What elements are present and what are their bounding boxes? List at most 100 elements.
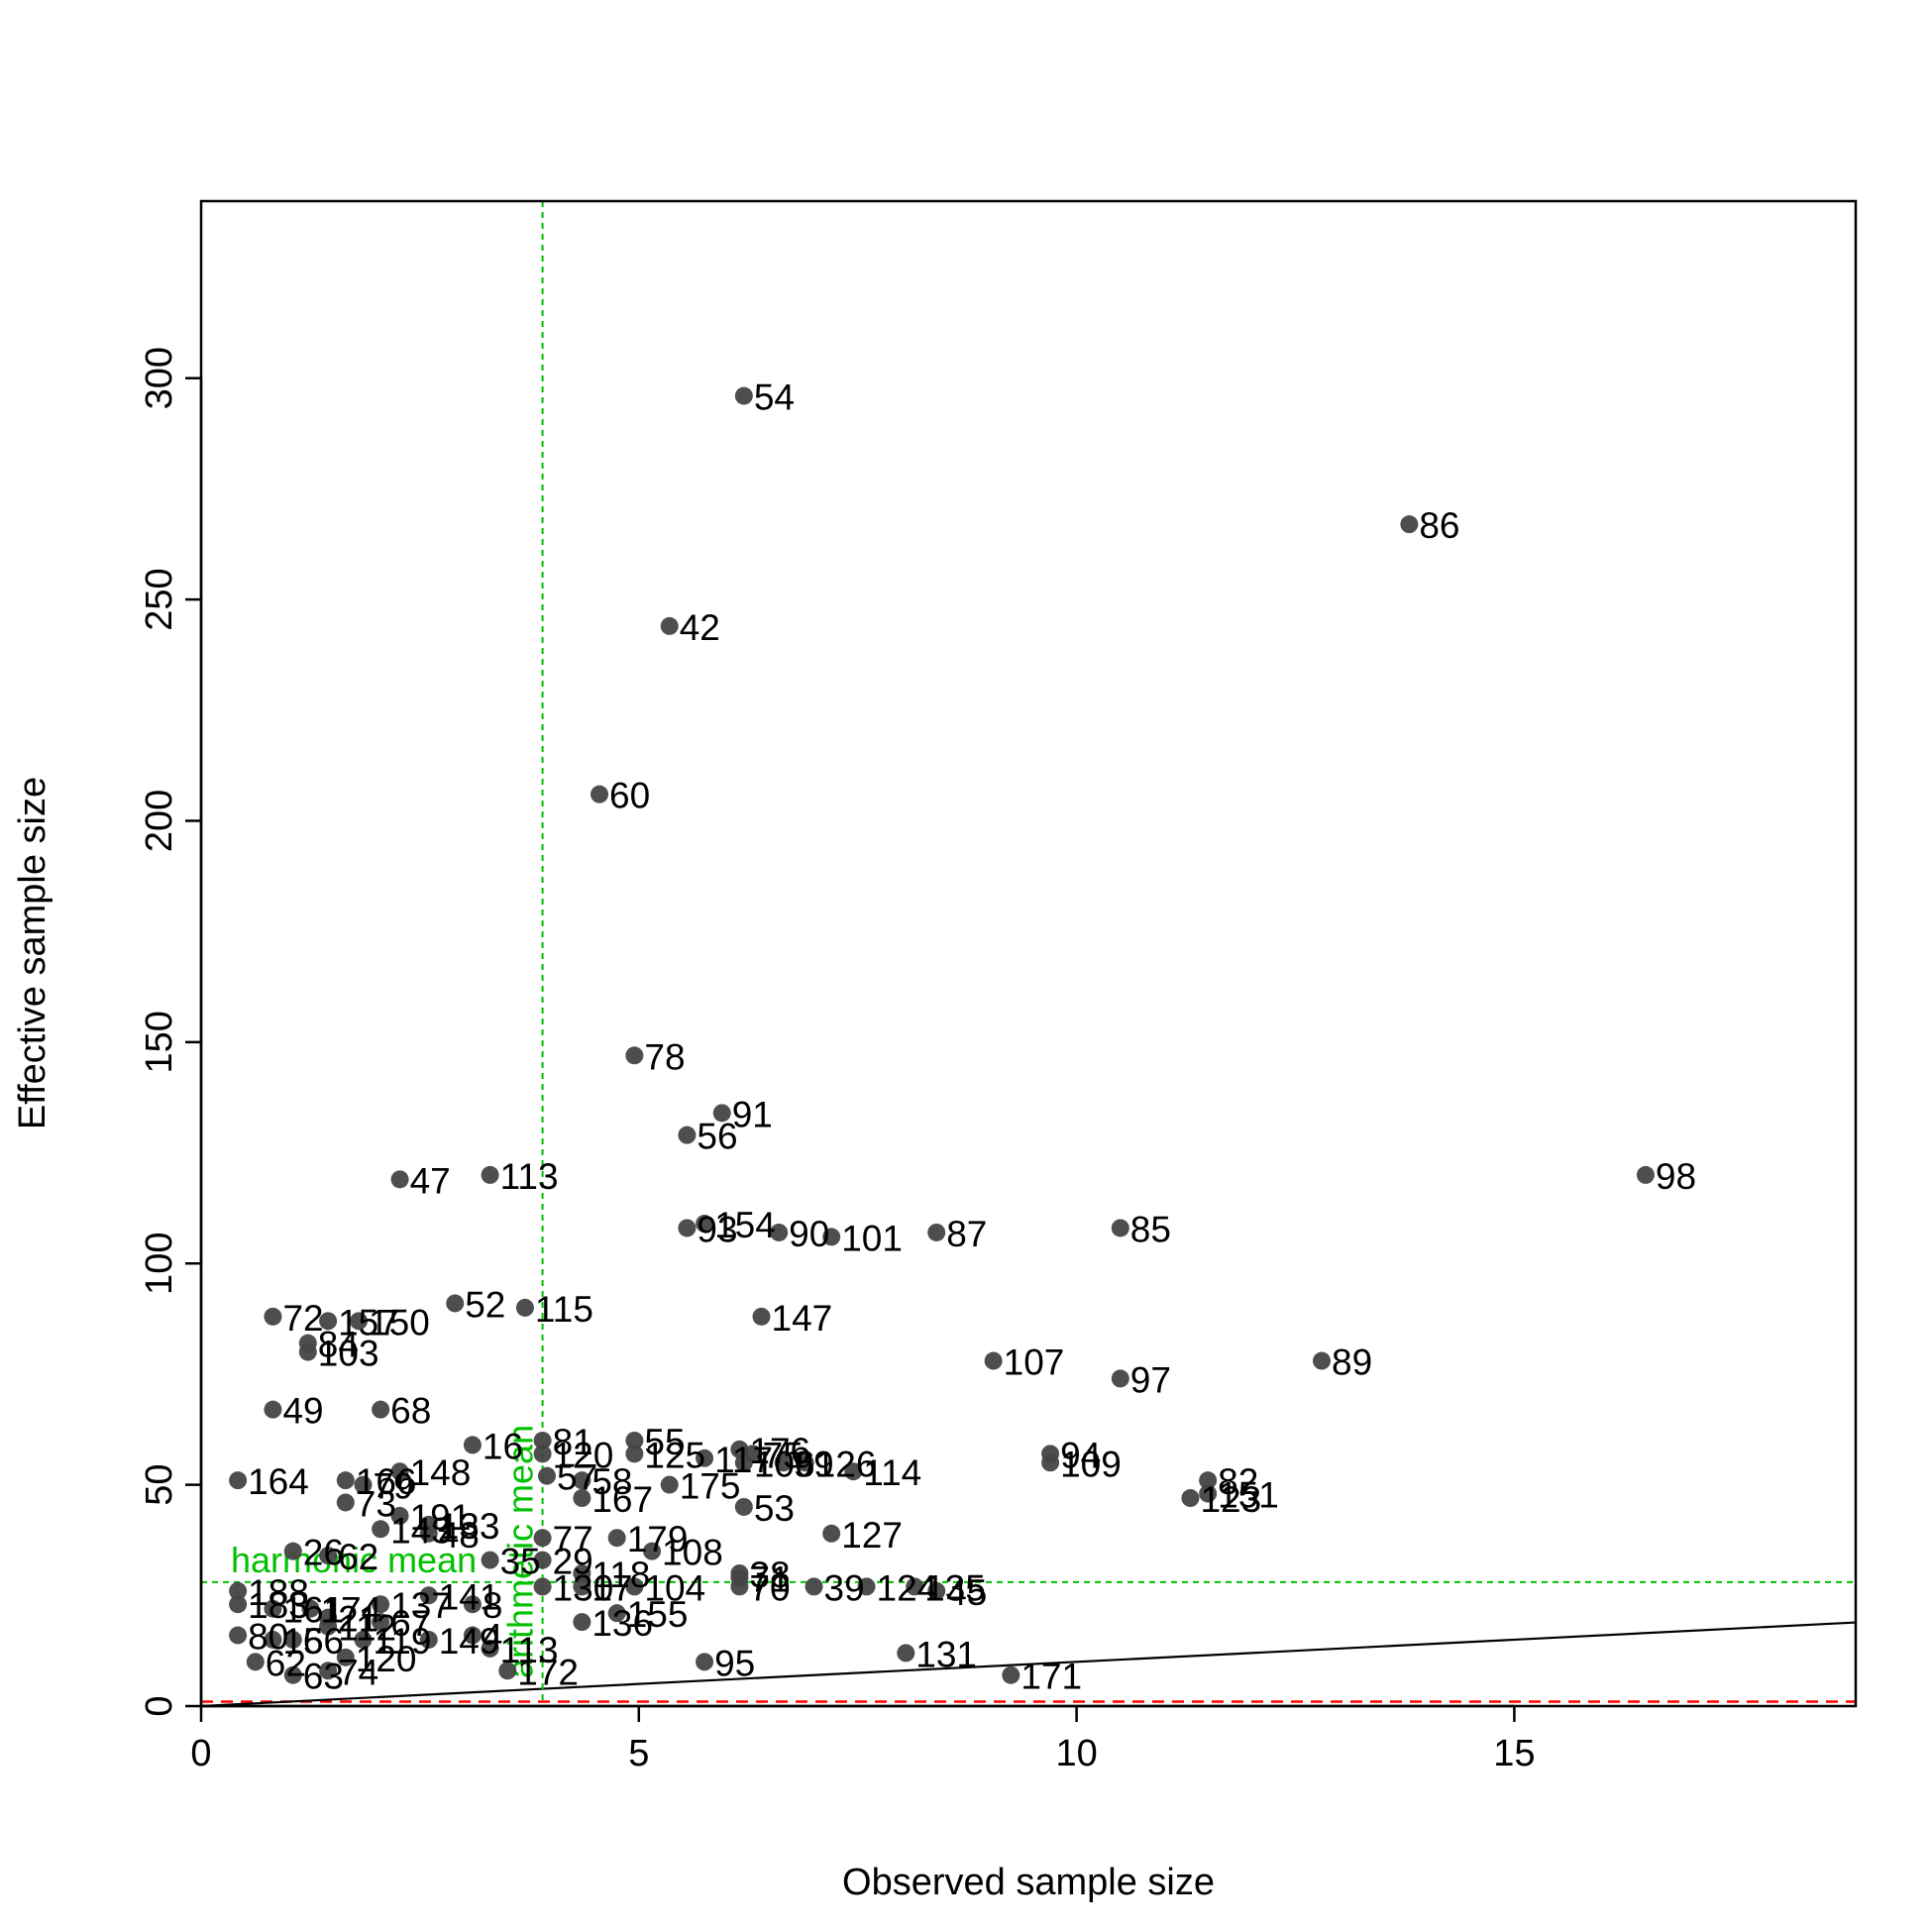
data-point bbox=[1636, 1165, 1655, 1184]
point-label: 98 bbox=[1656, 1156, 1696, 1197]
data-point bbox=[573, 1577, 591, 1596]
y-tick-label: 300 bbox=[139, 347, 180, 409]
x-axis-title: Observed sample size bbox=[842, 1862, 1215, 1903]
data-point bbox=[301, 1599, 320, 1618]
identity-line-layer bbox=[201, 1621, 1856, 1706]
point-label: 15 bbox=[282, 1621, 323, 1662]
point-label: 91 bbox=[732, 1094, 773, 1134]
point-label: 35 bbox=[500, 1542, 541, 1582]
y-axis: 0 50 100 150 200 250 300 bbox=[139, 347, 203, 1717]
data-point bbox=[319, 1617, 338, 1636]
data-point bbox=[390, 1506, 409, 1525]
x-axis: 0 5 10 15 bbox=[190, 1704, 1536, 1774]
data-point bbox=[625, 1431, 644, 1449]
point-label: 73 bbox=[356, 1483, 396, 1524]
identity-line bbox=[201, 1621, 1856, 1706]
data-point bbox=[463, 1595, 482, 1614]
point-label: 70 bbox=[749, 1567, 790, 1608]
point-label: 38 bbox=[749, 1555, 790, 1595]
point-label: 45 bbox=[946, 1572, 987, 1613]
point-label: 108 bbox=[662, 1533, 723, 1573]
point-label: 66 bbox=[303, 1621, 344, 1662]
data-point bbox=[372, 1520, 390, 1539]
point-label: 72 bbox=[282, 1298, 323, 1339]
data-point bbox=[533, 1529, 552, 1548]
data-point bbox=[796, 1453, 814, 1472]
data-point bbox=[533, 1445, 552, 1463]
data-point bbox=[419, 1524, 438, 1543]
point-label: 57 bbox=[557, 1457, 597, 1498]
data-point bbox=[354, 1475, 373, 1494]
data-point bbox=[927, 1223, 946, 1241]
point-label: 143 bbox=[390, 1510, 452, 1551]
data-point bbox=[264, 1307, 282, 1326]
point-label: 29 bbox=[553, 1542, 593, 1582]
point-label: 171 bbox=[1020, 1657, 1082, 1697]
point-label: 84 bbox=[318, 1325, 359, 1365]
point-label: 82 bbox=[1218, 1461, 1258, 1502]
data-point bbox=[573, 1489, 591, 1508]
data-point bbox=[419, 1630, 438, 1649]
point-label: 167 bbox=[591, 1479, 653, 1520]
point-label: 124 bbox=[877, 1567, 938, 1608]
point-label: 147 bbox=[772, 1298, 833, 1339]
data-point bbox=[463, 1626, 482, 1645]
x-tick-label: 0 bbox=[190, 1733, 211, 1774]
point-label: 103 bbox=[318, 1334, 379, 1374]
data-point bbox=[730, 1577, 749, 1596]
x-tick-label: 15 bbox=[1493, 1733, 1535, 1774]
data-point bbox=[354, 1630, 373, 1649]
data-point bbox=[573, 1471, 591, 1490]
x-tick-label: 5 bbox=[628, 1733, 649, 1774]
reference-lines-layer: harmonic mean arithmetic mean bbox=[201, 201, 1856, 1706]
point-label: 188 bbox=[248, 1572, 309, 1613]
data-point bbox=[390, 1462, 409, 1481]
data-point bbox=[1111, 1219, 1129, 1237]
data-point bbox=[573, 1613, 591, 1632]
point-label: 114 bbox=[863, 1452, 921, 1493]
point-label: 149 bbox=[439, 1621, 500, 1662]
data-point bbox=[372, 1595, 390, 1614]
y-tick-label: 50 bbox=[139, 1463, 180, 1505]
data-point bbox=[607, 1604, 626, 1623]
data-point bbox=[906, 1577, 924, 1596]
data-point bbox=[264, 1630, 282, 1649]
point-label: 97 bbox=[1130, 1359, 1171, 1400]
data-point bbox=[1111, 1369, 1129, 1388]
point-label: 141 bbox=[439, 1576, 500, 1617]
point-label: 120 bbox=[553, 1435, 614, 1475]
point-label: 172 bbox=[517, 1652, 579, 1692]
data-point bbox=[770, 1223, 789, 1241]
point-label: 8 bbox=[483, 1585, 503, 1626]
point-label: 67 bbox=[390, 1603, 431, 1644]
data-point bbox=[246, 1653, 265, 1671]
y-tick-label: 100 bbox=[139, 1233, 180, 1295]
y-tick-label: 250 bbox=[139, 568, 180, 630]
point-label: 151 bbox=[1218, 1475, 1279, 1516]
data-point bbox=[625, 1046, 644, 1065]
data-point bbox=[283, 1665, 302, 1684]
data-point bbox=[463, 1436, 482, 1454]
data-point bbox=[660, 1475, 679, 1494]
data-point bbox=[712, 1104, 731, 1123]
point-label: 115 bbox=[535, 1289, 593, 1330]
point-label: 54 bbox=[754, 377, 795, 418]
point-label: 42 bbox=[680, 607, 720, 648]
point-label: 55 bbox=[644, 1422, 685, 1462]
point-label: 113 bbox=[500, 1630, 559, 1670]
arithmetic-mean-label: arithmetic mean bbox=[500, 1425, 541, 1678]
point-label: 174 bbox=[320, 1590, 381, 1631]
data-point bbox=[372, 1400, 390, 1419]
point-label: 4 bbox=[483, 1617, 503, 1658]
data-point bbox=[844, 1462, 863, 1481]
data-point bbox=[264, 1400, 282, 1419]
data-point bbox=[229, 1595, 248, 1614]
point-label: 77 bbox=[553, 1519, 593, 1559]
point-label: 47 bbox=[410, 1160, 451, 1201]
point-label: 106 bbox=[754, 1444, 815, 1484]
point-label: 104 bbox=[644, 1567, 705, 1608]
point-label: 49 bbox=[282, 1391, 323, 1432]
point-label: 79 bbox=[373, 1466, 413, 1507]
data-point bbox=[319, 1547, 338, 1565]
data-point bbox=[419, 1586, 438, 1605]
